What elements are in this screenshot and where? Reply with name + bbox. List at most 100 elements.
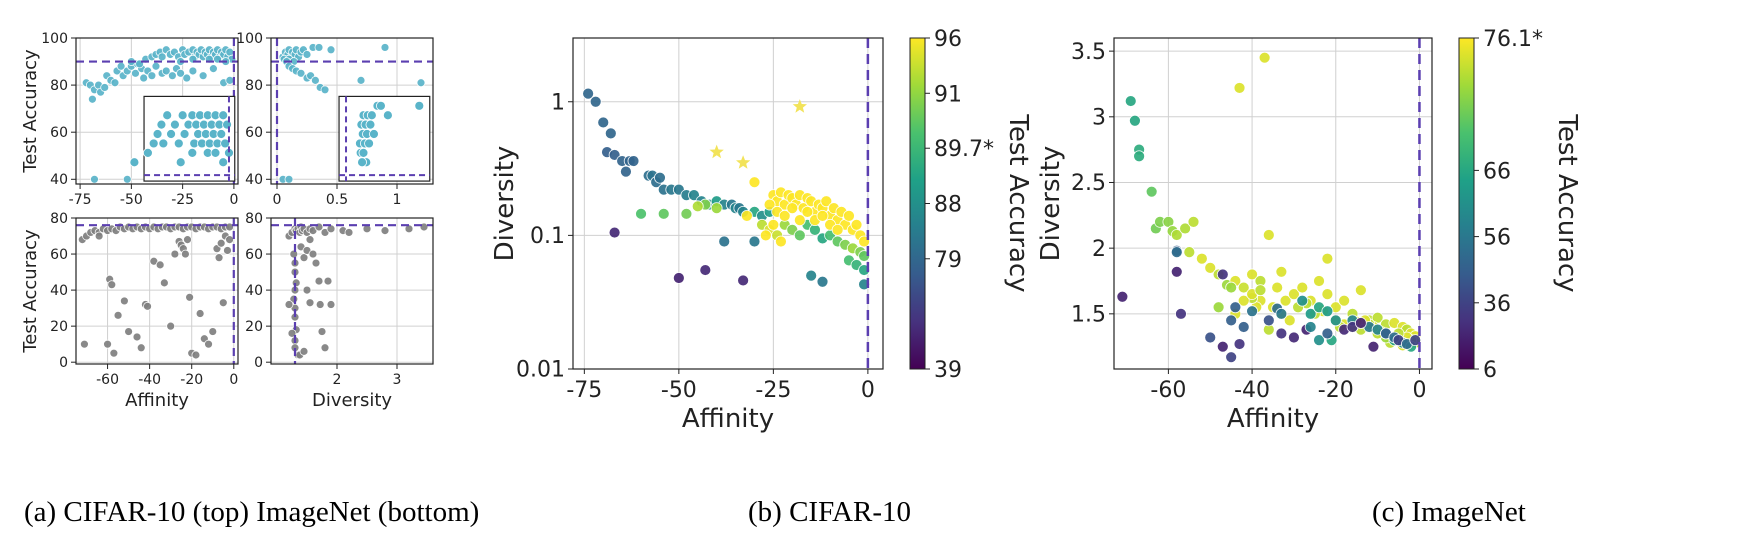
data-point	[380, 226, 390, 236]
colorbar-tick-label: 88	[934, 193, 962, 218]
data-point	[299, 346, 309, 356]
data-point	[1296, 294, 1309, 307]
data-point	[1216, 268, 1229, 281]
data-point	[291, 278, 301, 288]
inset-point	[364, 138, 374, 149]
data-point	[195, 309, 205, 318]
y-tick-label: 60	[245, 247, 263, 263]
data-point	[1124, 95, 1137, 107]
data-point	[699, 264, 712, 276]
inset-point	[218, 157, 229, 168]
colorbar: 76.1* 66 56 36 6 Test Accuracy	[1458, 27, 1582, 383]
data-point	[748, 235, 761, 248]
data-point	[1262, 229, 1275, 241]
colorbar-tick-label: 96	[934, 27, 962, 52]
data-point	[589, 95, 602, 108]
data-point	[299, 253, 309, 263]
data-point	[188, 66, 198, 76]
y-tick-label: 0	[254, 355, 263, 371]
data-point	[317, 327, 327, 336]
data-point	[1367, 340, 1380, 353]
data-point	[139, 73, 149, 83]
data-point	[308, 249, 318, 259]
data-point	[323, 276, 333, 286]
data-point	[1354, 317, 1367, 329]
data-point	[1145, 185, 1158, 198]
y-axis-label: Diversity	[1036, 146, 1066, 262]
x-tick-label: -50	[661, 378, 697, 403]
y-tick-label: 20	[245, 319, 263, 335]
data-point	[315, 300, 325, 309]
data-point	[216, 238, 226, 248]
data-point	[1275, 307, 1288, 320]
data-point	[604, 127, 617, 140]
data-point	[1288, 331, 1300, 344]
data-point	[302, 285, 312, 295]
axes-frame	[75, 37, 239, 185]
x-tick-label: -60	[96, 372, 119, 388]
data-point	[320, 85, 330, 95]
colorbar-bar	[1458, 37, 1475, 370]
data-point	[793, 214, 806, 227]
data-point	[155, 260, 165, 270]
y-tick-label: 80	[245, 211, 263, 227]
data-point	[214, 253, 224, 263]
data-point	[124, 327, 133, 336]
data-point	[143, 301, 152, 311]
x-tick-label: -20	[1318, 378, 1354, 403]
data-point	[741, 209, 753, 222]
data-point	[305, 298, 315, 308]
data-point	[1237, 321, 1250, 333]
x-tick-label: 2	[333, 372, 342, 388]
data-point	[1225, 281, 1238, 294]
data-point	[157, 52, 167, 62]
inset-point	[414, 100, 425, 111]
colorbar-tick-label: 89.7*	[934, 137, 994, 162]
inset-point	[175, 157, 186, 168]
data-point	[1179, 222, 1192, 235]
data-point	[80, 339, 89, 349]
data-point	[181, 249, 190, 259]
points-layer	[1116, 51, 1422, 364]
data-point	[109, 348, 119, 358]
inset-point	[187, 147, 198, 158]
data-point	[1313, 334, 1325, 347]
inset	[129, 95, 236, 182]
data-point	[122, 174, 132, 184]
data-point	[1296, 281, 1309, 294]
star-marker	[792, 99, 807, 113]
inset-point	[156, 119, 167, 130]
data-point	[183, 235, 192, 245]
axes-frame	[75, 217, 239, 365]
y-tick-label: 0.01	[516, 358, 565, 383]
data-point	[284, 174, 294, 184]
data-point	[94, 231, 104, 241]
data-point	[1116, 290, 1129, 303]
data-point	[223, 246, 232, 255]
colorbar-tick-label: 76.1*	[1483, 27, 1543, 52]
data-point	[1409, 334, 1422, 347]
data-point	[113, 310, 123, 320]
data-point	[1354, 284, 1367, 297]
x-tick-label: 0	[229, 372, 238, 388]
data-point	[1321, 327, 1334, 340]
data-point	[737, 274, 750, 287]
y-tick-label: 40	[50, 283, 68, 299]
x-tick-label: 0	[1412, 378, 1426, 403]
x-tick-label: -40	[138, 372, 161, 388]
data-point	[311, 258, 321, 268]
data-point	[356, 75, 366, 85]
data-point	[582, 87, 595, 100]
data-point	[820, 195, 833, 208]
data-point	[691, 200, 704, 213]
data-point	[1321, 288, 1334, 301]
y-tick-label: 40	[245, 283, 263, 299]
data-point	[326, 300, 336, 309]
inset-point	[166, 129, 176, 139]
colorbar-label: Test Accuracy	[1552, 113, 1582, 292]
data-point	[1237, 281, 1250, 294]
y-tick-label: 60	[50, 125, 68, 141]
data-point	[344, 228, 354, 237]
data-point	[90, 174, 99, 184]
